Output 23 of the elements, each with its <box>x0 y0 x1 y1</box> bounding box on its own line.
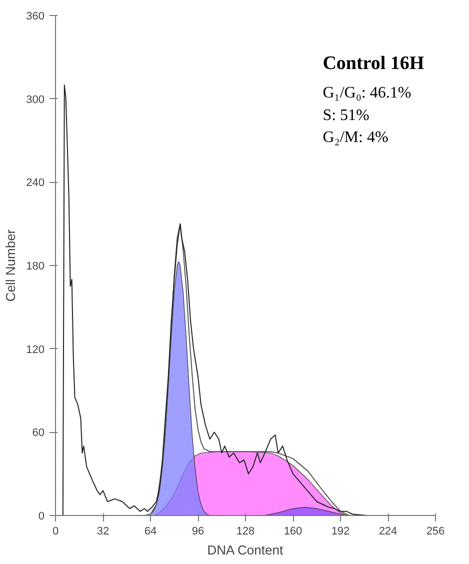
annotation: Control 16H <box>322 52 424 74</box>
y-tick-label: 240 <box>26 177 45 190</box>
y-tick-label: 0 <box>38 510 45 522</box>
x-tick-label: 0 <box>52 526 59 538</box>
annotation: S: 51% <box>322 106 370 124</box>
x-tick-label: 224 <box>378 526 398 538</box>
x-tick-label: 64 <box>144 526 157 538</box>
x-tick-label: 160 <box>284 526 302 538</box>
x-tick-label: 128 <box>236 526 255 538</box>
y-tick-label: 360 <box>26 10 45 22</box>
x-tick-label: 96 <box>192 526 204 538</box>
y-tick-label: 180 <box>26 260 45 272</box>
y-tick-label: 120 <box>26 344 45 356</box>
x-axis-title: DNA Content <box>207 542 284 558</box>
y-tick-label: 60 <box>32 427 45 440</box>
y-tick-label: 300 <box>26 94 45 106</box>
x-tick-label: 256 <box>426 526 445 538</box>
y-axis-title: Cell Number <box>3 228 18 302</box>
x-tick-label: 192 <box>331 526 350 538</box>
line-series <box>144 223 350 516</box>
annotation: G₂/M: 4% <box>322 129 388 146</box>
annotation: G₁/G₀: 46.1% <box>322 84 412 102</box>
x-tick-label: 32 <box>96 526 110 538</box>
